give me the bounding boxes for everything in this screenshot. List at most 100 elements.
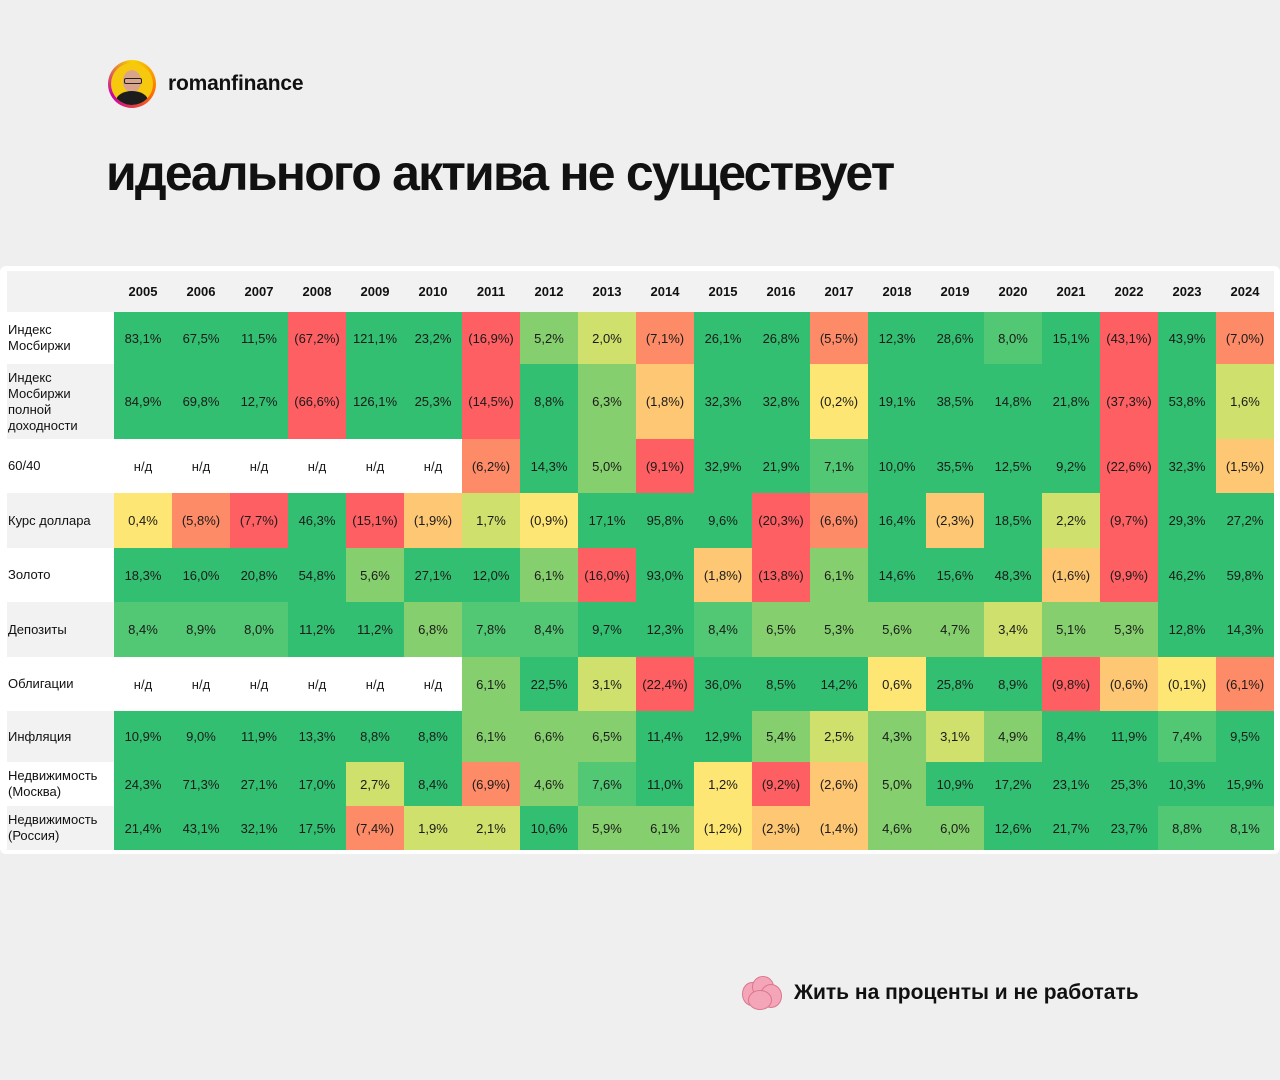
return-cell: 84,9% xyxy=(114,364,172,439)
return-cell: 8,8% xyxy=(404,711,462,762)
return-cell: 5,3% xyxy=(1100,602,1158,657)
row-label: Недвижимость (Россия) xyxy=(7,806,114,850)
return-cell: (22,6%) xyxy=(1100,439,1158,493)
return-cell: 12,9% xyxy=(694,711,752,762)
return-cell: 25,8% xyxy=(926,657,984,711)
brand-name[interactable]: romanfinance xyxy=(168,72,304,95)
table-row: Золото 18,3% 16,0% 20,8% 54,8% 5,6% 27,1% 12,0%… xyxy=(7,548,1274,602)
brand-header: romanfinance xyxy=(108,60,304,108)
return-cell: 25,3% xyxy=(404,364,462,439)
return-cell: (7,1%) xyxy=(636,312,694,364)
return-cell: (20,3%) xyxy=(752,493,810,548)
return-cell: (16,9%) xyxy=(462,312,520,364)
return-cell: 6,1% xyxy=(810,548,868,602)
avatar[interactable] xyxy=(108,60,156,108)
return-cell: 71,3% xyxy=(172,762,230,806)
return-cell: 32,3% xyxy=(1158,439,1216,493)
return-cell: 14,6% xyxy=(868,548,926,602)
return-cell: 8,4% xyxy=(520,602,578,657)
return-cell: 48,3% xyxy=(984,548,1042,602)
return-cell: 95,8% xyxy=(636,493,694,548)
return-cell: 8,0% xyxy=(984,312,1042,364)
return-cell: 12,8% xyxy=(1158,602,1216,657)
return-cell: 15,1% xyxy=(1042,312,1100,364)
return-cell: 2,2% xyxy=(1042,493,1100,548)
return-cell: н/д xyxy=(114,657,172,711)
return-cell: 4,7% xyxy=(926,602,984,657)
return-cell: 32,1% xyxy=(230,806,288,850)
year-header: 2024 xyxy=(1216,271,1274,312)
header-corner xyxy=(7,271,114,312)
returns-table: 2005 2006 2007 2008 2009 2010 2011 2012 2013 2014… xyxy=(7,271,1274,850)
return-cell: 4,6% xyxy=(520,762,578,806)
return-cell: 8,9% xyxy=(172,602,230,657)
return-cell: 15,6% xyxy=(926,548,984,602)
table-row: Недвижимость (Россия) 21,4% 43,1% 32,1% 17,5… xyxy=(7,806,1274,850)
return-cell: 1,6% xyxy=(1216,364,1274,439)
return-cell: 17,5% xyxy=(288,806,346,850)
return-cell: 23,2% xyxy=(404,312,462,364)
return-cell: 20,8% xyxy=(230,548,288,602)
return-cell: 6,8% xyxy=(404,602,462,657)
return-cell: (1,6%) xyxy=(1042,548,1100,602)
return-cell: (2,3%) xyxy=(752,806,810,850)
year-header: 2009 xyxy=(346,271,404,312)
return-cell: 29,3% xyxy=(1158,493,1216,548)
return-cell: (0,2%) xyxy=(810,364,868,439)
return-cell: (1,4%) xyxy=(810,806,868,850)
return-cell: 38,5% xyxy=(926,364,984,439)
return-cell: 14,3% xyxy=(520,439,578,493)
return-cell: 8,8% xyxy=(520,364,578,439)
returns-table-card: 2005 2006 2007 2008 2009 2010 2011 2012 2013 2014… xyxy=(0,266,1280,854)
return-cell: 43,1% xyxy=(172,806,230,850)
return-cell: (0,9%) xyxy=(520,493,578,548)
return-cell: (43,1%) xyxy=(1100,312,1158,364)
return-cell: 59,8% xyxy=(1216,548,1274,602)
return-cell: 8,4% xyxy=(694,602,752,657)
return-cell: 5,1% xyxy=(1042,602,1100,657)
return-cell: н/д xyxy=(172,439,230,493)
return-cell: 5,4% xyxy=(752,711,810,762)
return-cell: 6,5% xyxy=(578,711,636,762)
return-cell: 3,1% xyxy=(926,711,984,762)
return-cell: 8,5% xyxy=(752,657,810,711)
return-cell: н/д xyxy=(230,439,288,493)
return-cell: н/д xyxy=(288,657,346,711)
return-cell: (1,9%) xyxy=(404,493,462,548)
return-cell: 93,0% xyxy=(636,548,694,602)
return-cell: (1,8%) xyxy=(694,548,752,602)
return-cell: (7,4%) xyxy=(346,806,404,850)
year-header: 2005 xyxy=(114,271,172,312)
return-cell: 54,8% xyxy=(288,548,346,602)
return-cell: 7,6% xyxy=(578,762,636,806)
footer: Жить на проценты и не работать xyxy=(740,974,1139,1012)
return-cell: 27,1% xyxy=(404,548,462,602)
return-cell: 32,9% xyxy=(694,439,752,493)
return-cell: н/д xyxy=(404,657,462,711)
return-cell: 69,8% xyxy=(172,364,230,439)
return-cell: н/д xyxy=(346,657,404,711)
return-cell: 2,5% xyxy=(810,711,868,762)
return-cell: 2,7% xyxy=(346,762,404,806)
row-label: Облигации xyxy=(7,657,114,711)
row-label: 60/40 xyxy=(7,439,114,493)
return-cell: 6,1% xyxy=(462,657,520,711)
return-cell: 27,2% xyxy=(1216,493,1274,548)
return-cell: 9,0% xyxy=(172,711,230,762)
return-cell: 10,9% xyxy=(114,711,172,762)
return-cell: 11,2% xyxy=(288,602,346,657)
return-cell: 12,3% xyxy=(868,312,926,364)
return-cell: 25,3% xyxy=(1100,762,1158,806)
return-cell: (6,1%) xyxy=(1216,657,1274,711)
return-cell: 5,0% xyxy=(868,762,926,806)
return-cell: 8,9% xyxy=(984,657,1042,711)
row-label: Недвижимость (Москва) xyxy=(7,762,114,806)
return-cell: (0,6%) xyxy=(1100,657,1158,711)
table-row: Депозиты 8,4% 8,9% 8,0% 11,2% 11,2% 6,8% 7,8% 8,… xyxy=(7,602,1274,657)
return-cell: (0,1%) xyxy=(1158,657,1216,711)
return-cell: 10,6% xyxy=(520,806,578,850)
return-cell: 1,2% xyxy=(694,762,752,806)
return-cell: 6,1% xyxy=(636,806,694,850)
return-cell: 13,3% xyxy=(288,711,346,762)
return-cell: 0,6% xyxy=(868,657,926,711)
